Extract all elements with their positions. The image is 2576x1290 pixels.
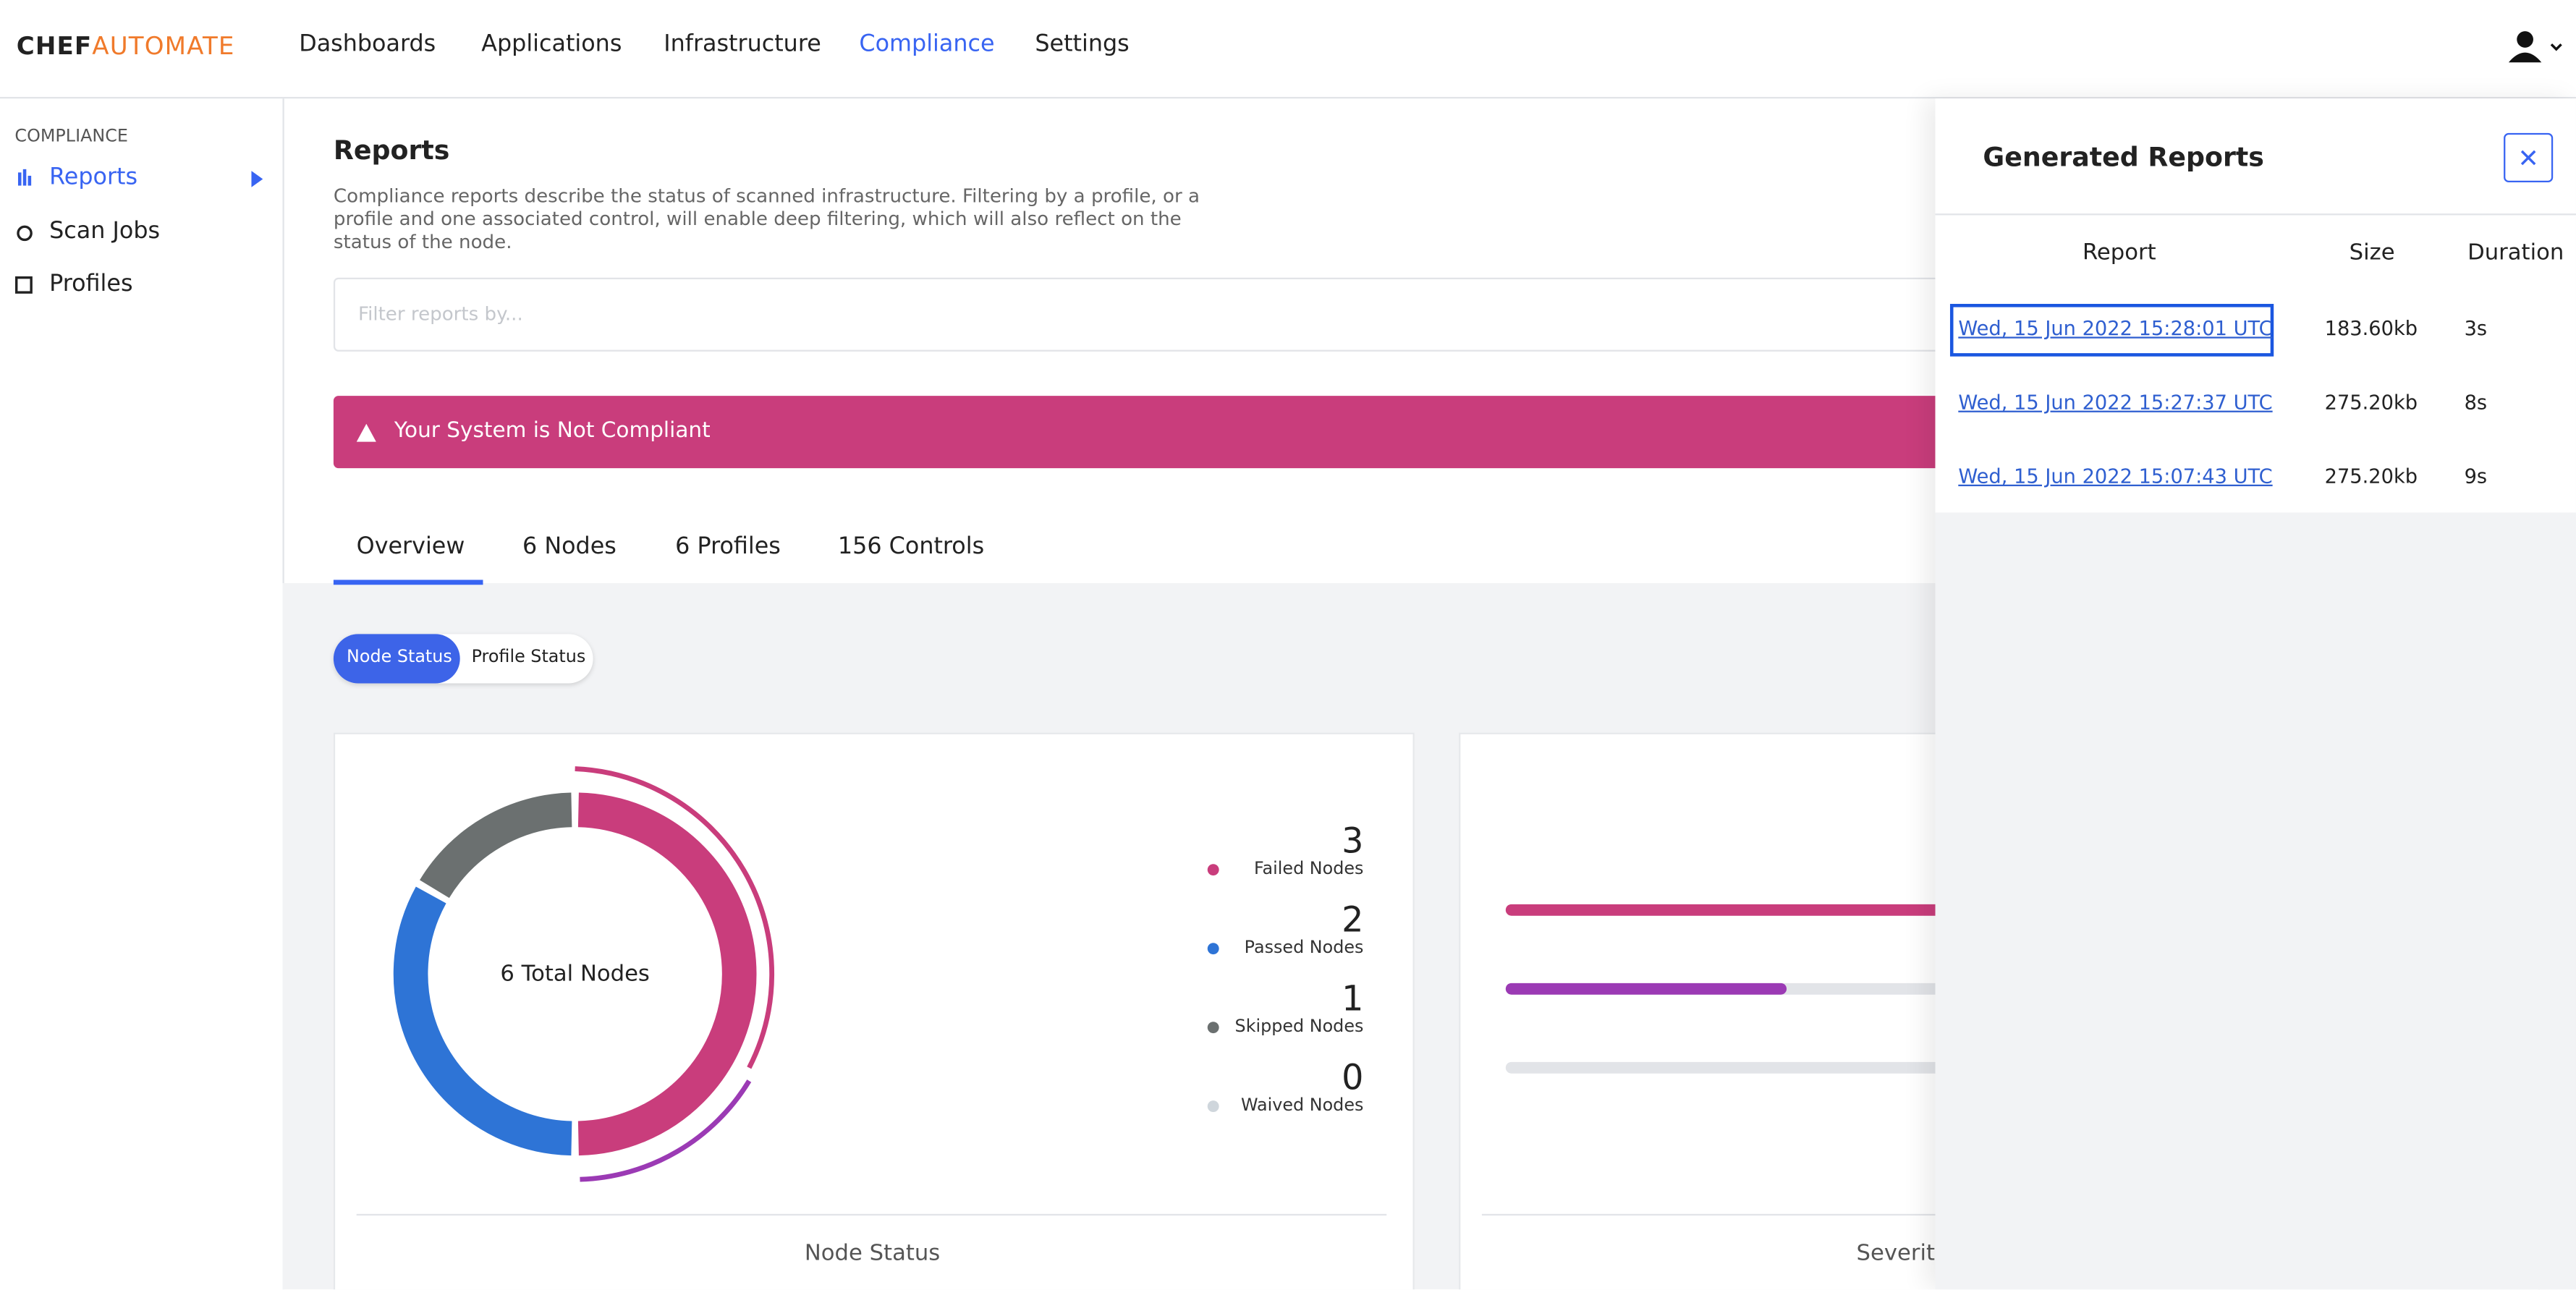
nav-item[interactable]: Dashboards — [299, 31, 436, 58]
legend-label: Skipped Nodes — [1234, 1017, 1364, 1037]
alert-banner: Your System is Not Compliant — [333, 396, 2141, 469]
report-duration: 9s — [2464, 464, 2488, 488]
sidebar-item[interactable]: Profiles — [49, 271, 133, 297]
legend-value: 0 — [1342, 1058, 1364, 1098]
sidebar-section: COMPLIANCE — [14, 126, 128, 147]
logo[interactable]: CHEFAUTOMATE — [17, 31, 235, 61]
table-header: Duration — [2467, 239, 2564, 266]
close-icon — [2520, 150, 2536, 166]
card-footer: Node Status — [804, 1240, 941, 1267]
legend-label: Failed Nodes — [1254, 859, 1364, 879]
logo-automate: AUTOMATE — [92, 31, 235, 61]
legend-value: 3 — [1342, 821, 1364, 861]
panel-title: Generated Reports — [1983, 141, 2264, 173]
report-duration: 8s — [2464, 391, 2488, 415]
sidebar-item[interactable]: Reports — [49, 164, 138, 191]
legend-dot — [1207, 1022, 1219, 1034]
active-indicator — [251, 171, 263, 187]
page-title: Reports — [333, 135, 450, 166]
user-menu[interactable] — [2507, 30, 2567, 66]
donut-center-label: 6 Total Nodes — [500, 961, 650, 988]
page-description: Compliance reports describe the status o… — [333, 184, 1200, 253]
severity-bars — [1505, 904, 1972, 1074]
nav-item[interactable]: Settings — [1035, 31, 1130, 58]
toggle-active — [333, 634, 460, 684]
legend-dot — [1207, 943, 1219, 955]
logo-chef: CHEF — [16, 31, 93, 61]
divider — [1935, 213, 2576, 216]
filter-input[interactable]: Filter reports by... — [333, 277, 2144, 352]
outer-arc — [580, 1079, 752, 1182]
report-link[interactable]: Wed, 15 Jun 2022 15:07:43 UTC — [1958, 464, 2273, 488]
legend-value: 2 — [1342, 900, 1364, 940]
legend-label: Waived Nodes — [1241, 1095, 1364, 1116]
report-size: 183.60kb — [2324, 317, 2418, 340]
report-duration: 3s — [2464, 317, 2488, 340]
sidebar-icons — [15, 169, 33, 294]
donut-segment — [393, 886, 572, 1156]
filter-placeholder: Filter reports by... — [357, 302, 523, 326]
legend-dot — [1207, 1100, 1219, 1113]
report-size: 275.20kb — [2324, 391, 2418, 415]
tab[interactable]: Overview — [356, 533, 465, 561]
donut-chart — [393, 766, 775, 1182]
nav-item[interactable]: Compliance — [859, 31, 995, 58]
donut-segment — [420, 792, 572, 899]
nav-item[interactable]: Applications — [481, 31, 622, 58]
card-footer: Severity — [1856, 1240, 1949, 1267]
sidebar-item[interactable]: Scan Jobs — [49, 218, 161, 245]
sidebar — [0, 98, 284, 1290]
outer-arc — [575, 766, 775, 1069]
report-size: 275.20kb — [2324, 464, 2418, 488]
donut-segment — [577, 792, 757, 1156]
report-link[interactable]: Wed, 15 Jun 2022 15:28:01 UTC — [1958, 317, 2273, 340]
legend-value: 1 — [1342, 979, 1364, 1019]
tab[interactable]: 6 Nodes — [522, 533, 617, 561]
toggle-option[interactable]: Profile Status — [471, 647, 586, 667]
alert-icon — [356, 423, 376, 442]
header — [0, 0, 2576, 99]
tab[interactable]: 156 Controls — [837, 533, 985, 561]
table-header: Report — [2082, 239, 2156, 266]
tab[interactable]: 6 Profiles — [675, 533, 781, 561]
report-link[interactable]: Wed, 15 Jun 2022 15:27:37 UTC — [1958, 391, 2273, 415]
nav-item[interactable]: Infrastructure — [664, 31, 821, 58]
legend-label: Passed Nodes — [1244, 938, 1364, 958]
toggle-option[interactable]: Node Status — [347, 647, 452, 667]
divider — [356, 1213, 1387, 1216]
legend-dot — [1207, 864, 1219, 876]
close-button[interactable] — [2504, 132, 2554, 183]
alert-text: Your System is Not Compliant — [394, 418, 711, 444]
table-header: Size — [2349, 239, 2395, 266]
focus-ring — [1949, 304, 2274, 357]
tab-underline — [333, 580, 483, 585]
